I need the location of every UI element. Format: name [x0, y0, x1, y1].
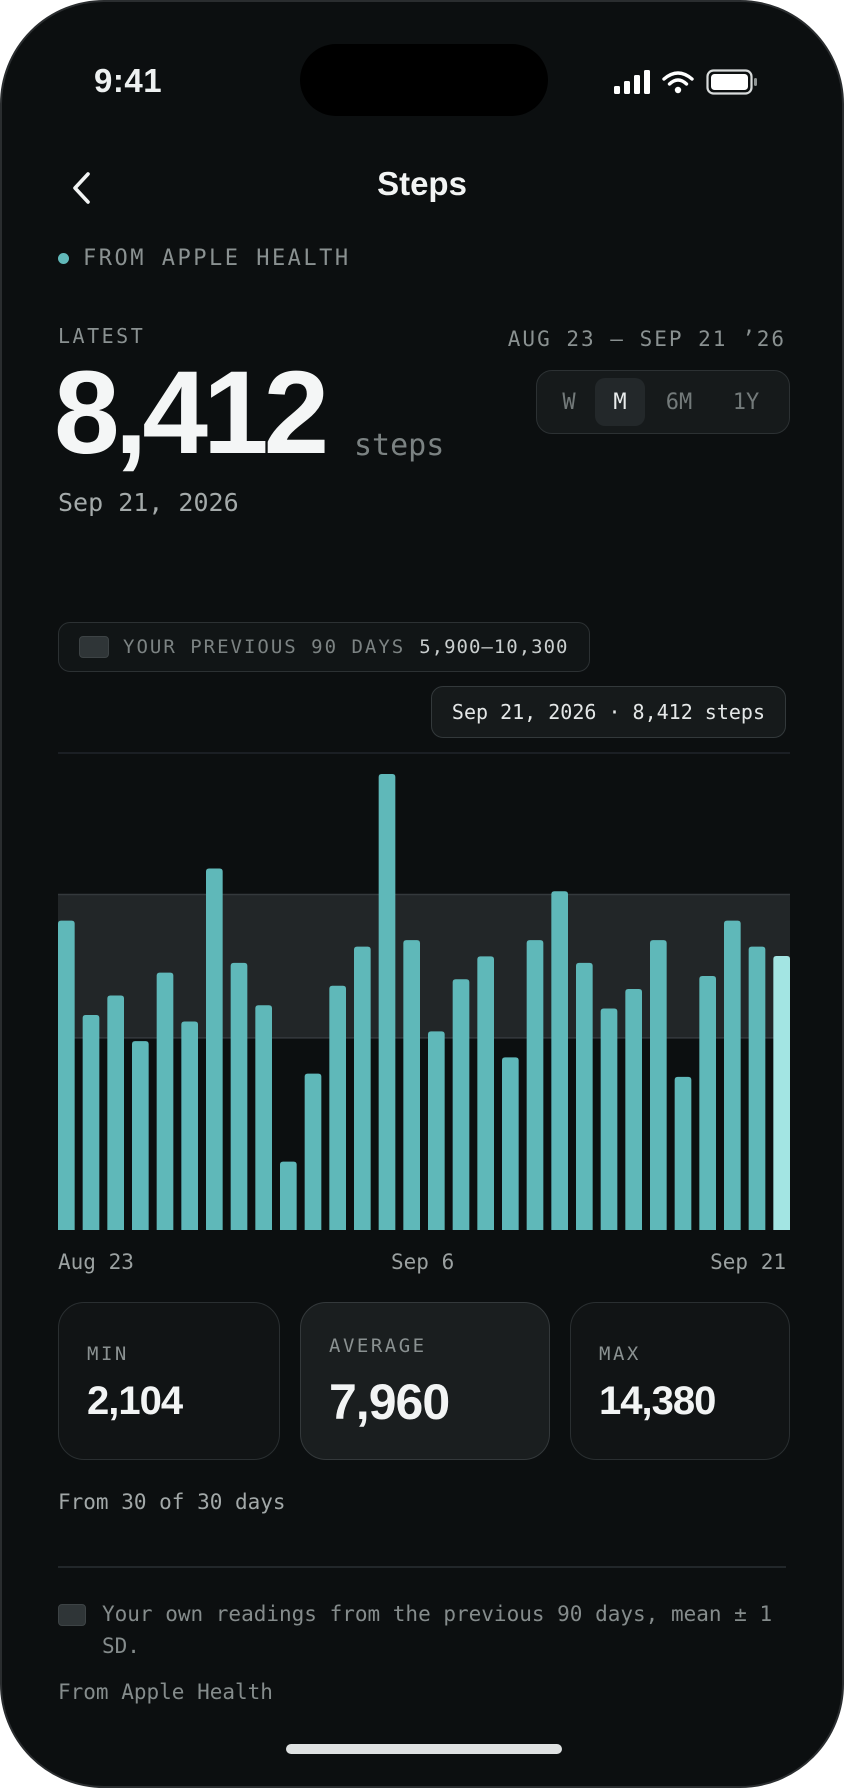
bar[interactable] [748, 946, 766, 1230]
page-title: Steps [377, 165, 467, 202]
baseline-legend: YOUR PREVIOUS 90 DAYS 5,900–10,300 [58, 622, 590, 672]
bar[interactable] [452, 979, 470, 1230]
home-indicator[interactable] [286, 1744, 562, 1754]
signal-icon [614, 70, 650, 94]
bar[interactable] [280, 1161, 297, 1230]
bar[interactable] [724, 920, 741, 1230]
range-option-year[interactable]: 1Y [732, 389, 760, 415]
bar[interactable] [156, 972, 174, 1230]
bar[interactable] [255, 1005, 272, 1230]
steps-bar-chart[interactable] [58, 752, 790, 1232]
bar[interactable] [304, 1073, 322, 1230]
max-stat-value: 14,380 [599, 1379, 716, 1423]
days-count-note: From 30 of 30 days [58, 1490, 286, 1514]
bar[interactable] [230, 962, 248, 1230]
bar[interactable] [378, 774, 396, 1230]
min-stat-value: 2,104 [87, 1379, 183, 1423]
bar[interactable] [132, 1041, 149, 1230]
bar[interactable] [181, 1021, 198, 1230]
bar[interactable] [107, 995, 124, 1230]
bar[interactable] [674, 1076, 692, 1230]
bar[interactable] [329, 985, 346, 1230]
average-stat-card: AVERAGE 7,960 [300, 1302, 550, 1460]
baseline-label: YOUR PREVIOUS 90 DAYS [123, 636, 406, 658]
bar[interactable] [58, 920, 75, 1230]
battery-icon [706, 69, 757, 95]
baseline-range: 5,900–10,300 [419, 636, 569, 658]
date-range-label: AUG 23 – SEP 21 ’26 [507, 327, 786, 351]
footnote-swatch [58, 1604, 86, 1626]
selected-bar-tooltip: Sep 21, 2026 · 8,412 steps [430, 686, 786, 738]
baseline-swatch [79, 636, 109, 658]
bar[interactable] [428, 1031, 445, 1230]
bar[interactable] [354, 946, 371, 1230]
max-stat-card: MAX 14,380 [570, 1302, 790, 1460]
baseline-band [58, 894, 790, 1038]
bar[interactable] [403, 940, 420, 1230]
bar[interactable] [699, 975, 716, 1230]
status-time: 9:41 [94, 62, 163, 99]
footnote-source: From Apple Health [58, 1680, 273, 1704]
source-label: FROM APPLE HEALTH [83, 246, 351, 271]
dynamic-island [300, 44, 548, 116]
latest-date: Sep 21, 2026 [58, 488, 239, 517]
footnote-legend: Your own readings from the previous 90 d… [58, 1598, 788, 1662]
status-icons [614, 68, 758, 96]
bar[interactable] [477, 956, 494, 1230]
range-option-week[interactable]: W [562, 389, 576, 415]
bar[interactable] [600, 1008, 618, 1230]
average-stat-value: 7,960 [329, 1374, 450, 1430]
latest-unit: steps [354, 428, 445, 463]
latest-label: LATEST [58, 324, 146, 348]
bar[interactable] [502, 1057, 519, 1230]
bar[interactable] [551, 891, 568, 1230]
x-axis-label-mid: Sep 6 [391, 1250, 455, 1274]
footnote-text: Your own readings from the previous 90 d… [102, 1602, 773, 1658]
min-stat-card: MIN 2,104 [58, 1302, 280, 1460]
chevron-left-icon [73, 172, 90, 204]
range-option-month[interactable]: M [595, 378, 645, 426]
bar[interactable] [526, 940, 544, 1230]
back-button[interactable] [60, 166, 104, 210]
range-option-6-months[interactable]: 6M [665, 389, 693, 415]
x-axis-label-start: Aug 23 [58, 1250, 134, 1274]
latest-value: 8,412 [54, 347, 329, 479]
min-stat-label: MIN [87, 1343, 129, 1365]
bar[interactable] [82, 1015, 100, 1230]
wifi-icon [662, 71, 694, 94]
section-divider [58, 1566, 786, 1568]
max-stat-label: MAX [599, 1343, 641, 1365]
source-dot-icon [58, 253, 69, 264]
source-indicator: FROM APPLE HEALTH [58, 246, 351, 271]
x-axis-label-end: Sep 21 [710, 1250, 786, 1274]
bar[interactable] [625, 988, 642, 1230]
bar[interactable] [576, 962, 593, 1230]
bar[interactable] [650, 940, 667, 1230]
bar[interactable] [206, 868, 223, 1230]
range-selector: W M 6M 1Y [536, 370, 790, 434]
average-stat-label: AVERAGE [329, 1335, 427, 1357]
bar-selected[interactable] [773, 956, 790, 1230]
